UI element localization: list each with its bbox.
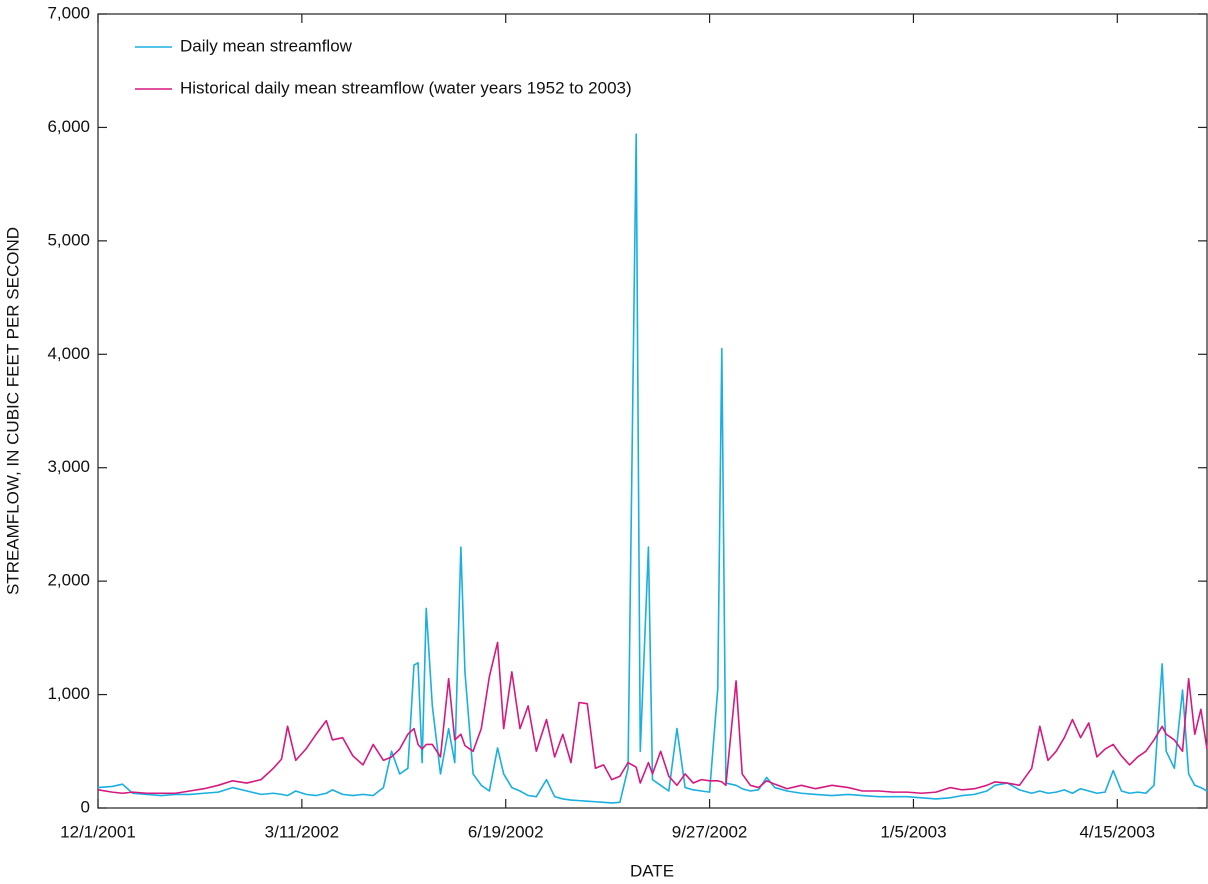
x-tick-label: 12/1/2001 (60, 822, 136, 841)
x-tick-label: 6/19/2002 (468, 822, 544, 841)
x-tick-label: 1/5/2003 (880, 822, 946, 841)
y-tick-label: 3,000 (47, 457, 90, 476)
y-tick-label: 0 (81, 797, 90, 816)
x-tick-label: 9/27/2002 (672, 822, 748, 841)
y-tick-label: 7,000 (47, 3, 90, 22)
legend-label: Historical daily mean streamflow (water … (180, 78, 632, 97)
legend-label: Daily mean streamflow (180, 36, 353, 55)
y-tick-label: 1,000 (47, 684, 90, 703)
y-tick-label: 4,000 (47, 344, 90, 363)
x-axis-label: DATE (630, 861, 674, 880)
data-line (97, 641, 1208, 795)
y-tick-label: 2,000 (47, 571, 90, 590)
x-tick-label: 4/15/2003 (1079, 822, 1155, 841)
y-axis-label: STREAMFLOW, IN CUBIC FEET PER SECOND (3, 227, 22, 595)
plot-frame (97, 13, 1208, 809)
x-tick-label: 3/11/2002 (265, 822, 339, 841)
y-tick-label: 6,000 (47, 117, 90, 136)
data-line (97, 133, 1208, 804)
y-tick-label: 5,000 (47, 230, 90, 249)
